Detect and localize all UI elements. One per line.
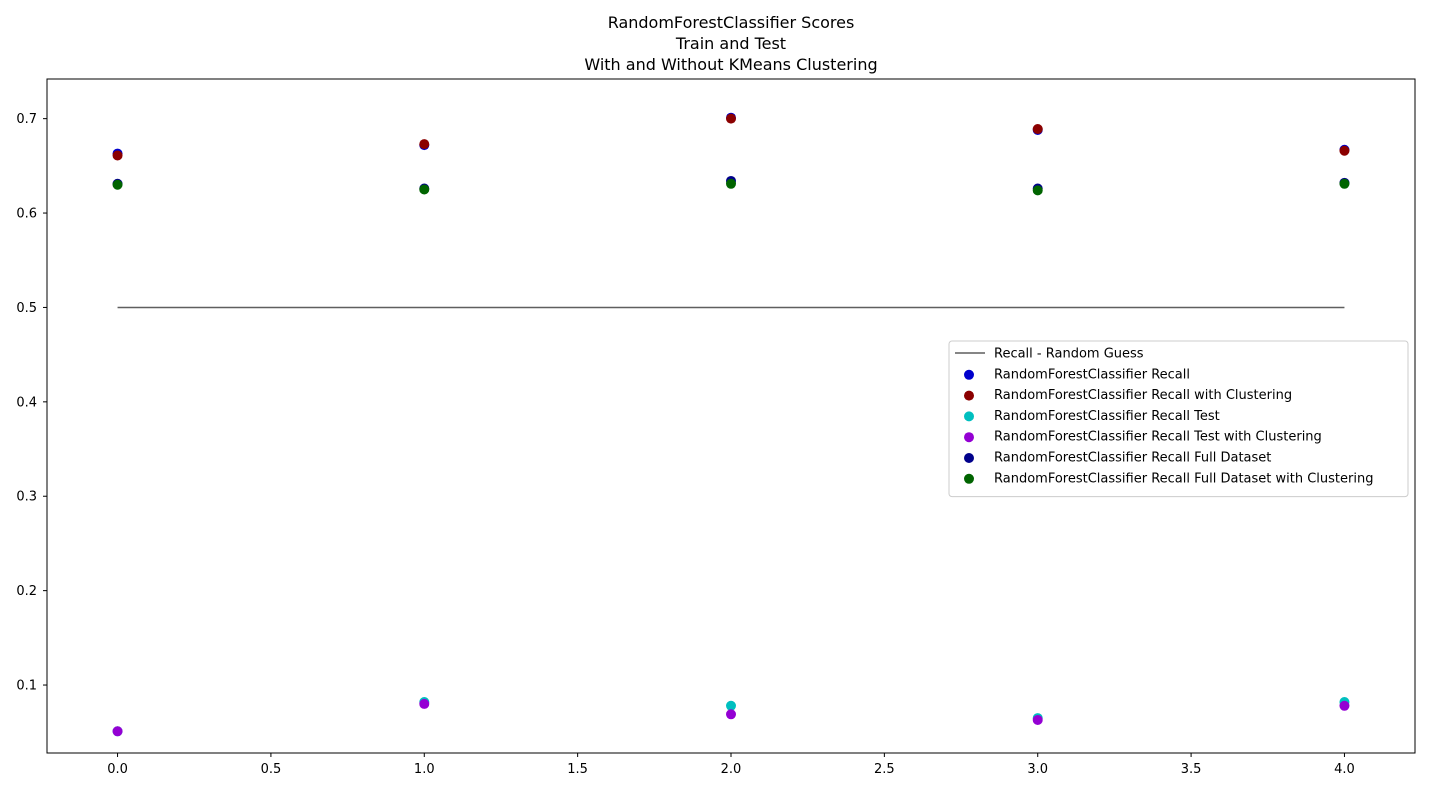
legend-marker — [964, 473, 974, 484]
y-tick-label: 0.2 — [16, 584, 37, 599]
y-tick-label: 0.5 — [16, 301, 37, 316]
data-point — [726, 178, 736, 189]
data-point — [1339, 178, 1350, 189]
x-tick-label: 2.0 — [721, 762, 742, 777]
y-axis: 0.1 0.2 0.3 0.4 0.5 0.6 0.7 — [16, 112, 47, 694]
legend-label: RandomForestClassifier Recall Full Datas… — [994, 471, 1373, 486]
y-tick-label: 0.7 — [16, 112, 37, 127]
data-point — [1032, 185, 1043, 196]
data-point — [1339, 700, 1350, 711]
data-point — [419, 698, 430, 709]
legend-marker — [964, 432, 974, 443]
data-point — [419, 139, 430, 150]
legend-label: RandomForestClassifier Recall with Clust… — [994, 388, 1292, 403]
data-point — [726, 113, 736, 124]
legend-label: RandomForestClassifier Recall Test — [994, 409, 1220, 424]
legend-label: RandomForestClassifier Recall Test with … — [994, 430, 1322, 445]
x-tick-label: 2.5 — [874, 762, 895, 777]
data-point — [1032, 124, 1043, 135]
y-tick-label: 0.4 — [16, 395, 37, 410]
x-tick-label: 4.0 — [1334, 762, 1355, 777]
data-point — [419, 184, 430, 195]
x-tick-label: 0.5 — [261, 762, 282, 777]
x-tick-label: 3.5 — [1181, 762, 1202, 777]
y-tick-label: 0.6 — [16, 207, 37, 222]
x-tick-label: 3.0 — [1027, 762, 1048, 777]
points-layer — [112, 112, 1350, 737]
x-axis: 0.0 0.5 1.0 1.5 2.0 2.5 3.0 3.5 4.0 — [107, 753, 1355, 777]
data-point — [1032, 714, 1043, 725]
legend: Recall - Random Guess RandomForestClassif… — [948, 340, 1409, 498]
y-tick-label: 0.1 — [16, 679, 37, 694]
chart-title: RandomForestClassifier Scores Train and … — [584, 13, 877, 74]
title-line-3: With and Without KMeans Clustering — [584, 55, 877, 74]
series-4-points — [112, 698, 1350, 737]
title-line-2: Train and Test — [675, 34, 786, 53]
series-6-points — [112, 178, 1350, 196]
legend-marker — [964, 390, 974, 401]
data-point — [726, 700, 736, 711]
data-point — [726, 709, 736, 720]
data-point — [112, 726, 123, 737]
data-point — [1339, 145, 1350, 156]
legend-label: Recall - Random Guess — [994, 347, 1144, 362]
x-tick-label: 0.0 — [107, 762, 128, 777]
x-tick-label: 1.0 — [414, 762, 435, 777]
data-point — [112, 179, 123, 190]
legend-frame — [948, 340, 1409, 498]
x-tick-label: 1.5 — [567, 762, 588, 777]
legend-marker — [964, 453, 974, 463]
y-tick-label: 0.3 — [16, 490, 37, 505]
title-line-1: RandomForestClassifier Scores — [608, 13, 855, 32]
legend-label: RandomForestClassifier Recall Full Datas… — [994, 451, 1271, 466]
legend-label: RandomForestClassifier Recall — [994, 367, 1190, 382]
series-2-points — [112, 113, 1350, 161]
data-point — [112, 150, 123, 161]
legend-marker — [964, 369, 974, 380]
legend-marker — [964, 411, 974, 422]
